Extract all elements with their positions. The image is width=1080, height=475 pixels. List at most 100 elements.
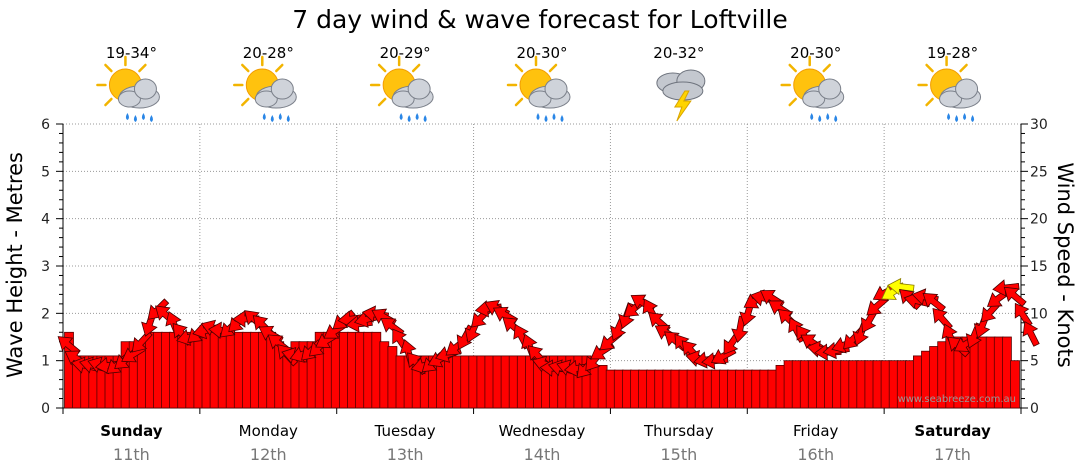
day-label: Tuesday	[374, 422, 436, 440]
date-label: 16th	[797, 445, 834, 464]
wave-height-bar	[751, 369, 762, 409]
wave-height-bar	[864, 360, 875, 409]
wave-height-bar	[662, 369, 673, 409]
wave-height-bar	[363, 331, 374, 409]
wave-height-bar	[355, 331, 366, 409]
wave-height-bar	[880, 360, 891, 409]
wave-height-bar	[516, 355, 527, 409]
wave-height-bar	[347, 331, 357, 409]
wave-height-bar	[1010, 360, 1020, 409]
wave-height-bar	[395, 355, 406, 409]
partly-cloudy-rain-icon	[506, 55, 572, 124]
date-label: 17th	[934, 445, 971, 464]
date-label: 11th	[113, 445, 150, 464]
wave-height-bar	[775, 364, 786, 409]
daily-temp-range: 20-30°	[790, 44, 841, 62]
wave-height-bar	[686, 369, 697, 409]
wave-height-bar	[444, 355, 454, 409]
wind-arrow	[922, 292, 946, 313]
wave-height-bar	[597, 364, 608, 409]
wave-height-bar	[169, 331, 180, 409]
wave-height-bar	[824, 360, 834, 409]
wave-height-bar	[250, 331, 260, 409]
wave-height-bar	[233, 331, 244, 409]
wave-height-bar	[719, 369, 729, 409]
daily-temp-range: 20-32°	[653, 44, 704, 62]
wind-arrows	[57, 277, 1040, 379]
date-label: 12th	[250, 445, 287, 464]
wave-height-bar	[153, 331, 163, 409]
storm-icon	[656, 69, 706, 122]
wave-height-bar	[492, 355, 503, 409]
left-tick-label: 0	[41, 401, 50, 417]
day-label: Saturday	[914, 422, 991, 440]
wave-height-bar	[241, 331, 252, 409]
wave-height-bar	[654, 369, 665, 409]
date-label: 13th	[387, 445, 424, 464]
wave-height-bar	[767, 369, 778, 409]
left-tick-label: 6	[41, 117, 50, 133]
wave-height-bar	[872, 360, 883, 409]
wave-height-bar	[144, 331, 155, 409]
wave-height-bar	[613, 369, 624, 409]
wave-height-bar	[282, 355, 293, 409]
right-tick-label: 20	[1030, 212, 1048, 228]
source-credit: www.seabreeze.com.au	[898, 394, 1016, 405]
wave-height-bar	[500, 355, 511, 409]
chart-title: 7 day wind & wave forecast for Loftville	[292, 5, 788, 34]
wave-height-bar	[759, 369, 770, 409]
day-label: Monday	[239, 422, 298, 440]
wave-height-bar	[783, 360, 794, 409]
daily-temp-range: 20-30°	[516, 44, 567, 62]
daily-temp-range: 20-29°	[380, 44, 431, 62]
right-axis-title: Wind Speed - Knots	[1053, 162, 1077, 367]
day-label: Wednesday	[499, 422, 586, 440]
wave-height-bar	[225, 331, 236, 409]
day-label: Thursday	[643, 422, 714, 440]
wave-height-bar	[379, 341, 390, 409]
wave-height-bar	[670, 369, 681, 409]
wave-height-bar	[452, 355, 463, 409]
right-tick-label: 15	[1030, 259, 1048, 275]
wave-height-bar	[856, 360, 867, 409]
left-tick-label: 2	[41, 306, 50, 322]
wave-height-bar	[258, 331, 269, 409]
wave-height-bar	[735, 369, 745, 409]
wave-height-bar	[460, 355, 471, 409]
day-label: Sunday	[100, 422, 163, 440]
left-tick-label: 4	[41, 212, 50, 228]
wave-height-bar	[678, 369, 689, 409]
wave-height-bar	[508, 355, 519, 409]
right-tick-label: 25	[1030, 164, 1048, 180]
right-tick-label: 5	[1030, 354, 1039, 370]
right-tick-label: 0	[1030, 401, 1039, 417]
wave-height-bar	[791, 360, 802, 409]
wave-height-bars	[64, 331, 1020, 409]
date-label: 14th	[524, 445, 561, 464]
wind-arrow	[1014, 302, 1033, 328]
wave-height-bar	[330, 331, 341, 409]
wave-height-bar	[622, 369, 632, 409]
left-tick-label: 1	[41, 354, 50, 370]
wave-height-bar	[338, 331, 349, 409]
left-tick-label: 3	[41, 259, 50, 275]
day-label: Friday	[793, 422, 839, 440]
wave-height-bar	[702, 369, 713, 409]
wave-height-bar	[201, 331, 212, 409]
left-tick-label: 5	[41, 164, 50, 180]
wave-height-bar	[605, 369, 616, 409]
wind-arrow	[932, 307, 953, 331]
wave-height-bar	[840, 360, 851, 409]
right-tick-label: 10	[1030, 306, 1048, 322]
wave-height-bar	[484, 355, 495, 409]
daily-forecast-row: 19-34° 20-28° 20-29° 20-30° 20-32° 20-30° 19-2…	[96, 44, 982, 124]
grid-lines	[63, 123, 1021, 408]
wind-arrow	[1022, 321, 1040, 347]
wave-height-bar	[832, 360, 842, 409]
daily-temp-range: 20-28°	[243, 44, 294, 62]
wave-height-bar	[468, 355, 479, 409]
date-label: 15th	[660, 445, 697, 464]
daily-temp-range: 19-28°	[927, 44, 978, 62]
day-labels: Sunday 11th Monday 12th Tuesday 13th Wednesday…	[100, 422, 991, 464]
